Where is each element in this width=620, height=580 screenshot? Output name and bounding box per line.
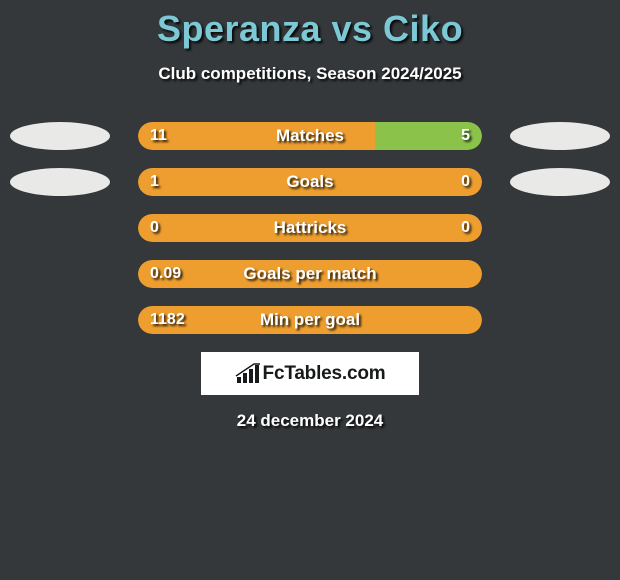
bar-segment-left bbox=[138, 306, 482, 334]
player-oval-right bbox=[510, 168, 610, 196]
stat-row: 115Matches bbox=[0, 122, 620, 150]
subtitle: Club competitions, Season 2024/2025 bbox=[0, 64, 620, 84]
player-oval-right bbox=[510, 122, 610, 150]
brand-box: FcTables.com bbox=[201, 352, 419, 395]
stat-row: 1182Min per goal bbox=[0, 306, 620, 334]
stats-chart: 115Matches 10Goals 00Hattricks 0.09Goals pe… bbox=[0, 122, 620, 334]
bar-segment-left bbox=[138, 260, 482, 288]
page-title: Speranza vs Ciko bbox=[0, 8, 620, 50]
player-oval-left bbox=[10, 168, 110, 196]
bar-track: 10Goals bbox=[138, 168, 482, 196]
stat-row: 0.09Goals per match bbox=[0, 260, 620, 288]
bar-track: 1182Min per goal bbox=[138, 306, 482, 334]
stat-row: 10Goals bbox=[0, 168, 620, 196]
bar-segment-right bbox=[375, 122, 483, 150]
bar-segment-left bbox=[138, 214, 482, 242]
date-line: 24 december 2024 bbox=[0, 411, 620, 431]
bar-track: 115Matches bbox=[138, 122, 482, 150]
bar-segment-left bbox=[138, 168, 482, 196]
stat-row: 00Hattricks bbox=[0, 214, 620, 242]
bar-track: 00Hattricks bbox=[138, 214, 482, 242]
bar-track: 0.09Goals per match bbox=[138, 260, 482, 288]
player-oval-left bbox=[10, 122, 110, 150]
chart-icon bbox=[235, 363, 261, 385]
brand-text: FcTables.com bbox=[263, 363, 386, 385]
bar-segment-left bbox=[138, 122, 375, 150]
